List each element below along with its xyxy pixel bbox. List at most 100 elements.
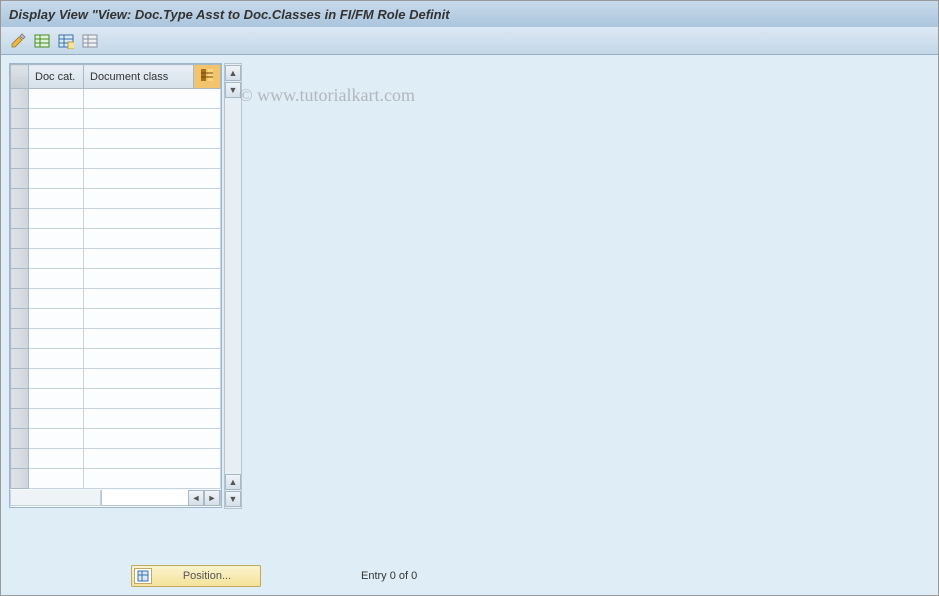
table-config-icon[interactable] — [194, 65, 221, 89]
row-selector[interactable] — [11, 469, 29, 489]
row-selector[interactable] — [11, 329, 29, 349]
column-header-doccat[interactable]: Doc cat. — [29, 65, 84, 89]
cell-docclass[interactable] — [84, 349, 221, 369]
cell-doccat[interactable] — [29, 429, 84, 449]
row-selector[interactable] — [11, 129, 29, 149]
table-row[interactable] — [11, 209, 221, 229]
vertical-scrollbar[interactable]: ▲ ▼ ▲ ▼ — [224, 63, 242, 509]
cell-docclass[interactable] — [84, 409, 221, 429]
cell-doccat[interactable] — [29, 469, 84, 489]
cell-doccat[interactable] — [29, 309, 84, 329]
cell-doccat[interactable] — [29, 369, 84, 389]
cell-doccat[interactable] — [29, 169, 84, 189]
cell-doccat[interactable] — [29, 229, 84, 249]
cell-docclass[interactable] — [84, 469, 221, 489]
row-selector[interactable] — [11, 409, 29, 429]
table-row[interactable] — [11, 149, 221, 169]
cell-docclass[interactable] — [84, 289, 221, 309]
table-row[interactable] — [11, 429, 221, 449]
cell-docclass[interactable] — [84, 169, 221, 189]
scroll-up-icon[interactable]: ▲ — [225, 65, 241, 81]
cell-docclass[interactable] — [84, 209, 221, 229]
row-selector[interactable] — [11, 189, 29, 209]
cell-docclass[interactable] — [84, 369, 221, 389]
scroll-down-icon[interactable]: ▼ — [225, 82, 241, 98]
row-selector[interactable] — [11, 229, 29, 249]
row-selector[interactable] — [11, 289, 29, 309]
row-selector[interactable] — [11, 169, 29, 189]
cell-doccat[interactable] — [29, 289, 84, 309]
table-row[interactable] — [11, 289, 221, 309]
cell-docclass[interactable] — [84, 129, 221, 149]
cell-doccat[interactable] — [29, 389, 84, 409]
cell-doccat[interactable] — [29, 89, 84, 109]
edit-icon[interactable] — [9, 32, 27, 50]
scroll-left-icon[interactable]: ◄ — [188, 490, 204, 506]
row-selector[interactable] — [11, 149, 29, 169]
cell-doccat[interactable] — [29, 329, 84, 349]
data-table: Doc cat. Document class — [10, 64, 221, 489]
row-selector[interactable] — [11, 309, 29, 329]
table-row[interactable] — [11, 369, 221, 389]
table-row[interactable] — [11, 409, 221, 429]
table-row[interactable] — [11, 229, 221, 249]
position-button[interactable]: Position... — [131, 565, 261, 587]
table-row[interactable] — [11, 189, 221, 209]
table-row[interactable] — [11, 269, 221, 289]
cell-doccat[interactable] — [29, 449, 84, 469]
table-row[interactable] — [11, 309, 221, 329]
cell-docclass[interactable] — [84, 89, 221, 109]
cell-doccat[interactable] — [29, 189, 84, 209]
row-selector[interactable] — [11, 89, 29, 109]
select-all-header[interactable] — [11, 65, 29, 89]
row-selector[interactable] — [11, 449, 29, 469]
cell-docclass[interactable] — [84, 449, 221, 469]
table-row[interactable] — [11, 469, 221, 489]
row-selector[interactable] — [11, 429, 29, 449]
cell-doccat[interactable] — [29, 409, 84, 429]
row-selector[interactable] — [11, 269, 29, 289]
row-selector[interactable] — [11, 109, 29, 129]
cell-docclass[interactable] — [84, 149, 221, 169]
row-selector[interactable] — [11, 349, 29, 369]
cell-doccat[interactable] — [29, 209, 84, 229]
cell-doccat[interactable] — [29, 349, 84, 369]
table-row[interactable] — [11, 389, 221, 409]
row-selector[interactable] — [11, 369, 29, 389]
table-row[interactable] — [11, 449, 221, 469]
cell-docclass[interactable] — [84, 229, 221, 249]
table-row[interactable] — [11, 89, 221, 109]
table-row[interactable] — [11, 329, 221, 349]
table-row[interactable] — [11, 249, 221, 269]
table-row[interactable] — [11, 169, 221, 189]
row-selector[interactable] — [11, 389, 29, 409]
scroll-down2-icon[interactable]: ▼ — [225, 491, 241, 507]
scroll-right-icon[interactable]: ► — [204, 490, 220, 506]
column-header-docclass[interactable]: Document class — [84, 65, 194, 89]
horizontal-scrollbar[interactable]: ◄ ► — [10, 489, 221, 507]
cell-docclass[interactable] — [84, 189, 221, 209]
position-icon — [134, 568, 152, 584]
row-selector[interactable] — [11, 209, 29, 229]
scroll-up2-icon[interactable]: ▲ — [225, 474, 241, 490]
table-row[interactable] — [11, 129, 221, 149]
cell-docclass[interactable] — [84, 389, 221, 409]
cell-docclass[interactable] — [84, 269, 221, 289]
cell-doccat[interactable] — [29, 129, 84, 149]
cell-doccat[interactable] — [29, 249, 84, 269]
table-green-icon[interactable] — [33, 32, 51, 50]
page-title: Display View "View: Doc.Type Asst to Doc… — [9, 7, 450, 22]
table-blue-icon[interactable] — [57, 32, 75, 50]
cell-doccat[interactable] — [29, 109, 84, 129]
cell-docclass[interactable] — [84, 429, 221, 449]
cell-docclass[interactable] — [84, 329, 221, 349]
table-row[interactable] — [11, 349, 221, 369]
cell-docclass[interactable] — [84, 309, 221, 329]
cell-docclass[interactable] — [84, 109, 221, 129]
cell-doccat[interactable] — [29, 269, 84, 289]
cell-docclass[interactable] — [84, 249, 221, 269]
table-row[interactable] — [11, 109, 221, 129]
table-gray-icon[interactable] — [81, 32, 99, 50]
row-selector[interactable] — [11, 249, 29, 269]
cell-doccat[interactable] — [29, 149, 84, 169]
